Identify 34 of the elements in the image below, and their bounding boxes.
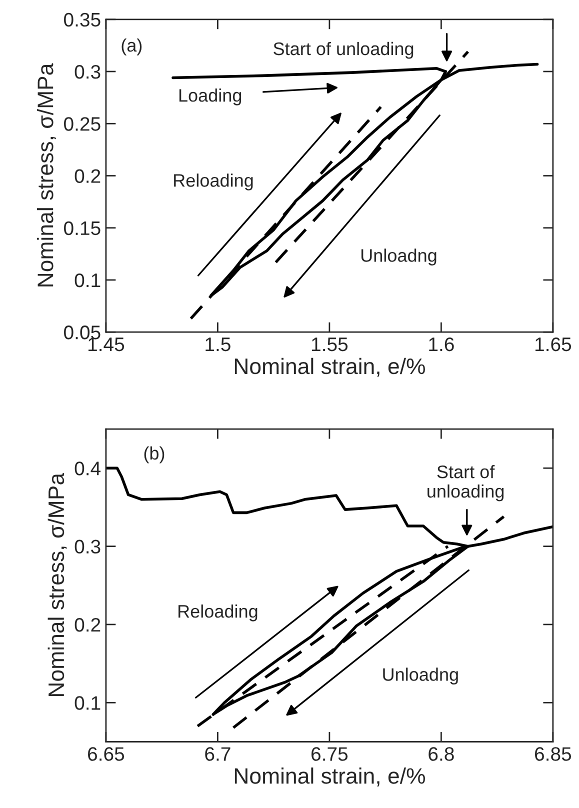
y-tick-label: 0.1 xyxy=(74,273,100,288)
y-tick-label: 0.4 xyxy=(74,462,101,476)
x-tick-label: 6.65 xyxy=(88,747,124,761)
annotation: Start of unloading xyxy=(274,42,414,59)
x-axis-title: Nominal strain, e/% xyxy=(234,358,425,377)
x-tick-label: 6.85 xyxy=(535,747,572,761)
x-tick-label: 6.7 xyxy=(205,747,230,761)
y-tick-label: 0.15 xyxy=(64,221,100,236)
annotation: Loading xyxy=(179,88,242,106)
x-tick-label: 1.5 xyxy=(206,338,230,352)
x-axis-title: Nominal strain, e/% xyxy=(234,768,425,786)
annotation: (a) xyxy=(122,38,142,56)
x-tick-label: 6.75 xyxy=(312,747,348,761)
y-tick-label: 0.3 xyxy=(74,540,100,554)
y-tick-label: 0.3 xyxy=(74,64,100,79)
annotation: Reloading xyxy=(178,604,258,622)
x-tick-label: 1.55 xyxy=(312,338,348,352)
y-axis-title: Nominal stress, σ/MPa xyxy=(36,63,56,286)
y-tick-label: 0.05 xyxy=(64,326,100,340)
x-tick-label: 1.65 xyxy=(536,337,572,352)
x-tick-label: 1.45 xyxy=(88,338,124,352)
annotation: Start of unloading xyxy=(428,465,504,502)
y-tick-label: 0.35 xyxy=(64,12,100,27)
y-axis-title: Nominal stress, σ/MPa xyxy=(48,472,67,696)
annotation: Unloadng xyxy=(383,668,458,684)
annotation: Reloading xyxy=(174,174,253,190)
annotation: (b) xyxy=(144,446,164,464)
y-tick-label: 0.2 xyxy=(74,618,100,632)
y-tick-label: 0.25 xyxy=(64,117,100,131)
annotation: Unloadng xyxy=(361,248,436,266)
y-tick-label: 0.2 xyxy=(74,169,100,183)
x-tick-label: 6.8 xyxy=(428,747,454,761)
y-tick-label: 0.1 xyxy=(74,696,100,710)
x-tick-label: 1.6 xyxy=(429,337,454,352)
